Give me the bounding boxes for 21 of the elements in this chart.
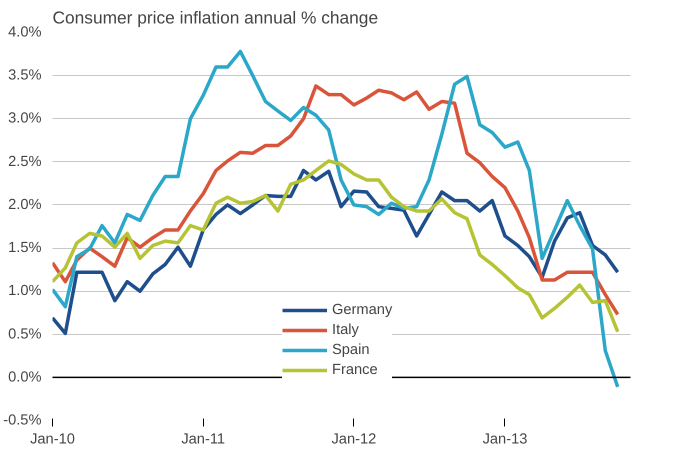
y-tick-label: 1.5%: [8, 240, 42, 256]
y-tick-label: 3.0%: [8, 110, 42, 127]
y-tick-label: 2.0%: [8, 196, 42, 213]
y-tick-label: 4.0%: [8, 24, 42, 40]
chart-title: Consumer price inflation annual % change: [52, 8, 378, 28]
y-tick-label: 3.5%: [8, 68, 42, 84]
y-tick-label: 0.5%: [8, 326, 42, 342]
legend-label: France: [332, 362, 378, 378]
y-tick-label: 2.5%: [8, 154, 42, 170]
legend-label: Germany: [332, 302, 392, 318]
y-tick-label: 0.0%: [8, 369, 42, 386]
line-series: [52, 50, 620, 389]
legend-label: Italy: [332, 322, 359, 338]
y-tick-label: -0.5%: [3, 412, 42, 428]
x-tick-label: Jan-10: [30, 432, 75, 448]
x-tick-label: Jan-11: [181, 432, 226, 448]
line-series: [52, 84, 620, 316]
x-tick-label: Jan-12: [331, 432, 376, 448]
legend-label: Spain: [332, 342, 370, 358]
y-tick-label: 1.0%: [8, 283, 42, 300]
x-tick-label: Jan-13: [482, 432, 528, 448]
